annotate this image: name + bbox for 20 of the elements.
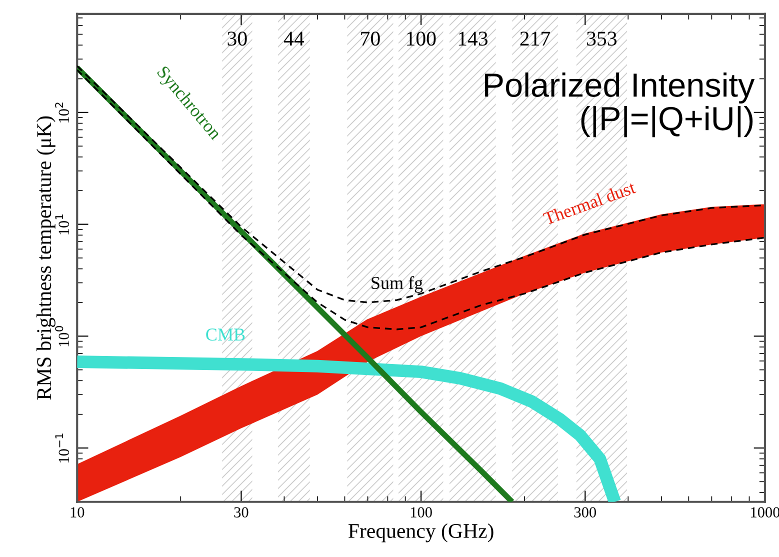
x-tick-label: 300 [574, 507, 596, 518]
y-tick-label: 10$^{1}$ [55, 214, 70, 234]
x-axis-title: Frequency (GHz) [348, 523, 494, 542]
band-label: 217 [520, 32, 550, 46]
x-tick-label: 30 [234, 507, 248, 518]
x-tick-label: 10 [70, 507, 84, 518]
y-tick-label: 10$^{2}$ [55, 102, 70, 122]
band-label: 70 [361, 32, 380, 46]
band-label: 353 [587, 32, 617, 46]
x-tick-label: 100 [410, 507, 432, 518]
band-label: 44 [284, 32, 304, 46]
annotation: Polarized Intensity (|P|=|Q+iU|) [485, 72, 755, 138]
y-axis-title: RMS brightness temperature (μK) [36, 116, 56, 400]
series-label: CMB [206, 328, 245, 341]
y-tick-label: 10$^{−1}$ [55, 434, 70, 462]
y-tick-label: 10$^{0}$ [55, 326, 70, 346]
band-label: 100 [407, 32, 436, 46]
band-label: 30 [228, 32, 247, 46]
band-label: 143 [458, 32, 488, 46]
series-label: Sum fg [372, 276, 423, 293]
